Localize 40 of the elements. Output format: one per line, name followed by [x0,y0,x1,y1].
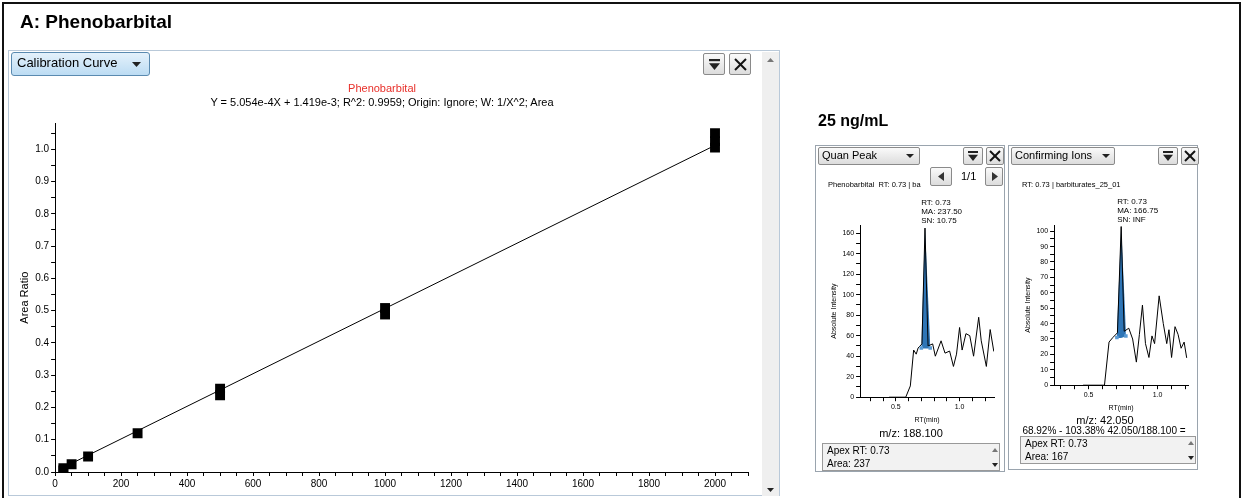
y-axis-title: Area Ratio [17,271,30,324]
x-tick-label: 1800 [637,477,661,489]
text: Confirming Ions [1015,149,1093,162]
y-tick-label: 1.0 [35,142,50,154]
x-tick-label: 2000 [703,477,727,489]
text: Apex RT: 0.73 [827,445,890,456]
text: 68.92% - 103.38% 42.050/188.100 = [1021,425,1187,436]
text: Apex RT: 0.73 [1025,438,1088,449]
y-tick-label: 0.5 [35,304,50,316]
annotation: RT: 0.73 MA: 237.50 SN: 10.75 [921,198,963,226]
y-tick-label: 0.7 [35,239,50,251]
x-tick-label: 600 [244,477,262,489]
x-tick-label: 1000 [373,477,397,489]
text: Quan Peak [822,149,878,162]
text: A: Phenobarbital [20,11,173,33]
x-tick-label: 1200 [439,477,463,489]
text: m/z: 42.050 [1075,414,1135,426]
x-tick-label: 800 [310,477,328,489]
x-tick-label: 200 [112,477,130,489]
y-tick-label: 0.2 [35,401,50,413]
y-tick-label: 0.0 [35,465,50,477]
y-tick-label: 0.8 [35,207,50,219]
y-tick-label: 0.3 [35,368,50,380]
y-tick-label: 0.1 [35,433,50,445]
x-tick-label: 400 [178,477,196,489]
text: m/z: 188.100 [878,427,944,440]
chart-title: Phenobarbital [348,81,416,94]
text: Calibration Curve [17,55,118,71]
y-tick-label: 0.9 [35,175,50,187]
x-tick-label: 1400 [505,477,529,489]
text: 1/1 [961,170,977,183]
text: Area: 237 [827,458,871,469]
x-tick-label: 1600 [571,477,595,489]
text: Area: 167 [1025,451,1069,462]
text: 25 ng/mL [818,112,889,130]
y-tick-label: 0.4 [35,336,50,348]
y-tick-label: 0.6 [35,272,50,284]
annotation: RT: 0.73 MA: 166.75 SN: INF [1117,196,1159,224]
chart-subtitle: Y = 5.054e-4X + 1.419e-3; R^2: 0.9959; Origin: Ignore; W: 1/X^2; Area [210,95,555,108]
x-tick-label: 0 [52,477,59,489]
